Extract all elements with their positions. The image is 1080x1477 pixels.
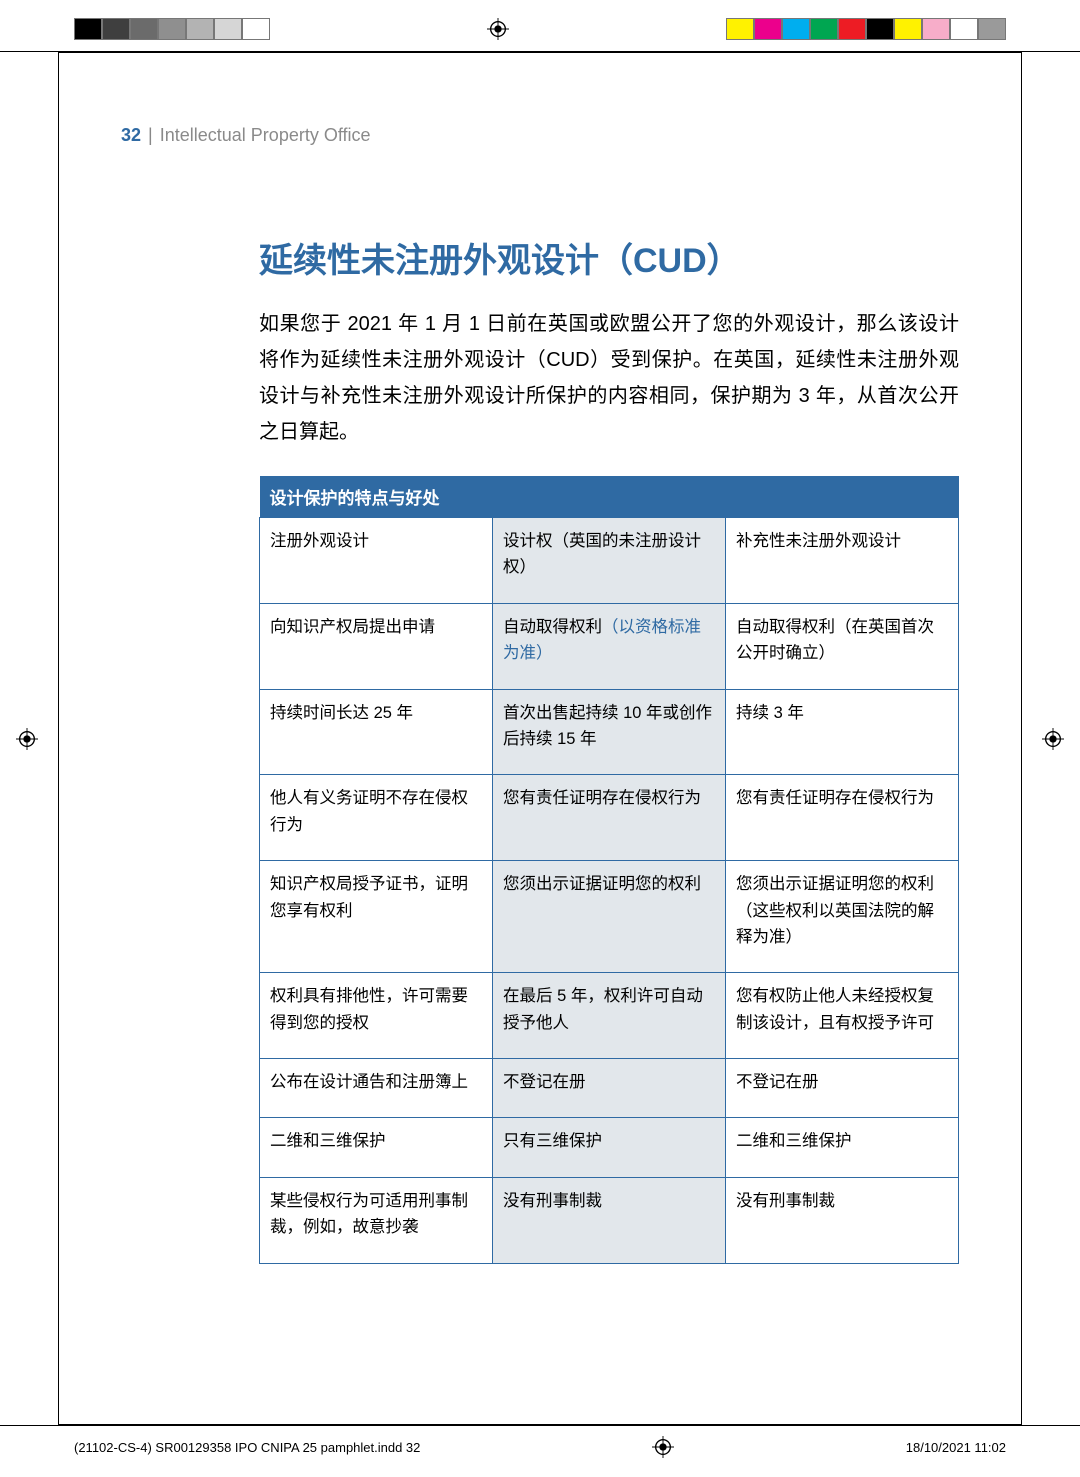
table-row: 二维和三维保护只有三维保护二维和三维保护 [260,1118,959,1177]
color-swatch [978,18,1006,40]
cell-col3: 持续 3 年 [726,689,959,775]
color-swatch [782,18,810,40]
table-caption: 设计保护的特点与好处 [260,476,959,518]
cell-col3: 您有权防止他人未经授权复制该设计，且有权授予许可 [726,973,959,1059]
cell-col1: 权利具有排他性，许可需要得到您的授权 [260,973,493,1059]
gray-swatch [242,18,270,40]
cell-col3: 补充性未注册外观设计 [726,518,959,604]
footer-left: (21102-CS-4) SR00129358 IPO CNIPA 25 pam… [74,1440,420,1455]
color-swatch [838,18,866,40]
header-org: Intellectual Property Office [160,125,371,145]
print-calibration-bars [74,16,1006,42]
color-swatch [726,18,754,40]
table-row: 持续时间长达 25 年首次出售起持续 10 年或创作后持续 15 年持续 3 年 [260,689,959,775]
cell-col1: 公布在设计通告和注册簿上 [260,1059,493,1118]
color-swatch [922,18,950,40]
cell-col3: 没有刑事制裁 [726,1177,959,1263]
gray-swatch [102,18,130,40]
cell-col2: 您有责任证明存在侵权行为 [493,775,726,861]
color-swatch [894,18,922,40]
table-row: 注册外观设计设计权（英国的未注册设计权）补充性未注册外观设计 [260,518,959,604]
cell-col2: 自动取得权利（以资格标准为准） [493,603,726,689]
print-footer: (21102-CS-4) SR00129358 IPO CNIPA 25 pam… [74,1435,1006,1459]
comparison-table: 设计保护的特点与好处 注册外观设计设计权（英国的未注册设计权）补充性未注册外观设… [259,476,959,1264]
registration-mark-top [487,18,509,40]
intro-paragraph: 如果您于 2021 年 1 月 1 日前在英国或欧盟公开了您的外观设计，那么该设… [259,306,959,450]
page-number: 32 [121,125,141,145]
cell-col1: 某些侵权行为可适用刑事制裁，例如，故意抄袭 [260,1177,493,1263]
color-swatch [950,18,978,40]
cell-col2: 在最后 5 年，权利许可自动授予他人 [493,973,726,1059]
color-strip [726,18,1006,40]
cell-col1: 注册外观设计 [260,518,493,604]
cell-col2: 首次出售起持续 10 年或创作后持续 15 年 [493,689,726,775]
cell-col1: 向知识产权局提出申请 [260,603,493,689]
cell-col3: 不登记在册 [726,1059,959,1118]
page-title: 延续性未注册外观设计（CUD） [259,233,959,282]
cell-col2: 不登记在册 [493,1059,726,1118]
cell-col2: 您须出示证据证明您的权利 [493,861,726,973]
grayscale-strip [74,18,270,40]
gray-swatch [130,18,158,40]
color-swatch [866,18,894,40]
table-row: 知识产权局授予证书，证明您享有权利您须出示证据证明您的权利您须出示证据证明您的权… [260,861,959,973]
table-row: 他人有义务证明不存在侵权行为您有责任证明存在侵权行为您有责任证明存在侵权行为 [260,775,959,861]
main-content: 延续性未注册外观设计（CUD） 如果您于 2021 年 1 月 1 日前在英国或… [259,233,959,1264]
header-separator: | [148,125,153,145]
cell-text: 自动取得权利 [503,618,602,636]
cell-col2: 只有三维保护 [493,1118,726,1177]
table-row: 某些侵权行为可适用刑事制裁，例如，故意抄袭没有刑事制裁没有刑事制裁 [260,1177,959,1263]
gray-swatch [158,18,186,40]
table-row: 公布在设计通告和注册簿上不登记在册不登记在册 [260,1059,959,1118]
footer-right: 18/10/2021 11:02 [906,1440,1006,1455]
registration-mark-left [16,728,38,750]
cell-col1: 二维和三维保护 [260,1118,493,1177]
running-header: 32 | Intellectual Property Office [121,125,371,146]
cell-col1: 他人有义务证明不存在侵权行为 [260,775,493,861]
gray-swatch [186,18,214,40]
cell-col1: 知识产权局授予证书，证明您享有权利 [260,861,493,973]
cell-col3: 二维和三维保护 [726,1118,959,1177]
table-row: 向知识产权局提出申请自动取得权利（以资格标准为准）自动取得权利（在英国首次公开时… [260,603,959,689]
registration-mark-bottom [652,1436,674,1458]
table-row: 权利具有排他性，许可需要得到您的授权在最后 5 年，权利许可自动授予他人您有权防… [260,973,959,1059]
page-frame: 32 | Intellectual Property Office 延续性未注册… [58,52,1022,1425]
cell-col3: 您须出示证据证明您的权利（这些权利以英国法院的解释为准） [726,861,959,973]
cell-col2: 没有刑事制裁 [493,1177,726,1263]
cell-col2: 设计权（英国的未注册设计权） [493,518,726,604]
gray-swatch [214,18,242,40]
gray-swatch [74,18,102,40]
cell-col3: 您有责任证明存在侵权行为 [726,775,959,861]
color-swatch [810,18,838,40]
crop-line-bottom [0,1425,1080,1426]
cell-col1: 持续时间长达 25 年 [260,689,493,775]
cell-col3: 自动取得权利（在英国首次公开时确立） [726,603,959,689]
color-swatch [754,18,782,40]
registration-mark-right [1042,728,1064,750]
